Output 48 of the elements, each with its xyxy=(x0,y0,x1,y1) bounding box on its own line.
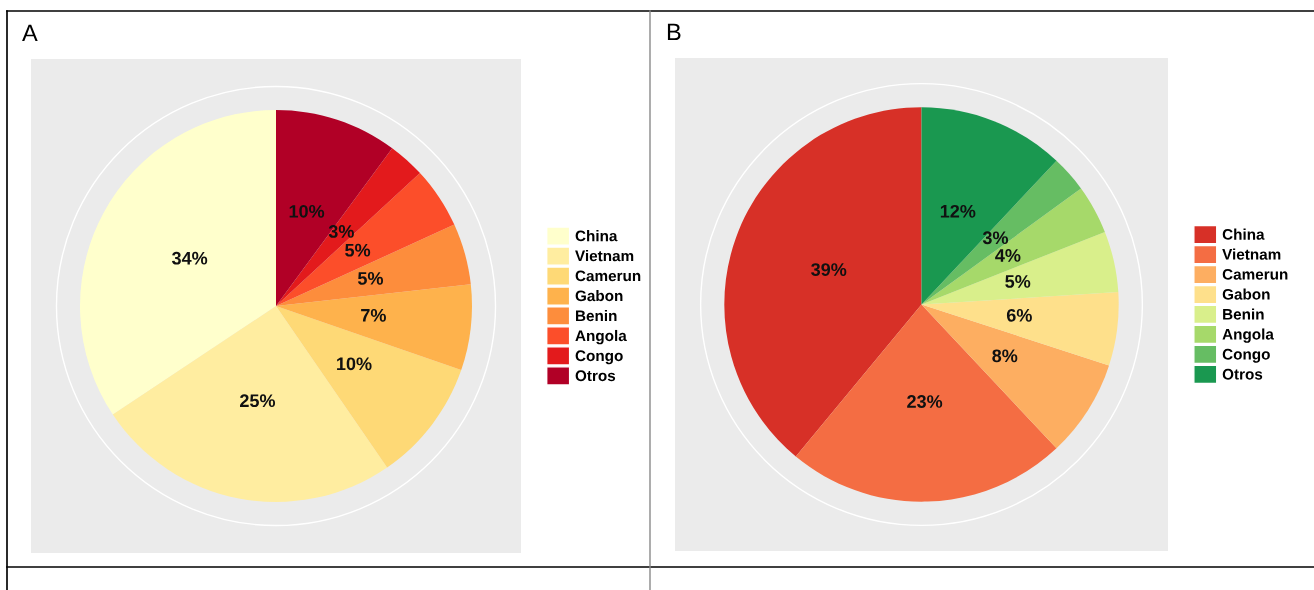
data-label: 5% xyxy=(1005,275,1031,288)
pie-slice xyxy=(276,173,455,306)
pie-slice xyxy=(921,231,1119,305)
pie-slice xyxy=(921,188,1105,305)
data-label: 3% xyxy=(328,225,354,238)
data-label: 10% xyxy=(337,357,372,371)
pie-slice xyxy=(921,292,1119,366)
data-label: 5% xyxy=(345,243,371,257)
data-label: 5% xyxy=(357,271,384,285)
data-label: 39% xyxy=(811,263,847,276)
data-label: 8% xyxy=(992,349,1018,363)
data-label: 10% xyxy=(289,204,325,218)
legend-label: China xyxy=(575,230,618,242)
legend-label: Camerun xyxy=(575,270,641,282)
legend-label: Otros xyxy=(575,370,616,382)
data-label: 34% xyxy=(171,251,208,265)
legend-label: Gabon xyxy=(1222,288,1270,300)
data-label: 25% xyxy=(240,394,276,408)
data-label: 4% xyxy=(995,249,1021,262)
pie-slice xyxy=(276,284,472,371)
data-label: 12% xyxy=(940,204,976,218)
legend-label: Benin xyxy=(1223,308,1264,320)
pie-slice xyxy=(276,148,420,306)
legend-label: Angola xyxy=(575,329,627,345)
legend-label: Congo xyxy=(1222,348,1270,363)
chart-title: A xyxy=(22,24,38,42)
pie-slice xyxy=(80,110,276,415)
legend-label: Camerun xyxy=(1222,268,1288,280)
pie-slice xyxy=(921,160,1082,305)
legend-label: China xyxy=(1222,228,1265,240)
data-label: 23% xyxy=(907,395,943,408)
data-label: 7% xyxy=(361,308,386,322)
legend-label: Vietnam xyxy=(575,250,634,262)
pie-slice xyxy=(921,107,1057,305)
pie-slice xyxy=(112,306,388,502)
pie-slice xyxy=(276,110,393,306)
legend-label: Benin xyxy=(576,309,617,322)
legend-label: Angola xyxy=(1222,328,1274,343)
legend-label: Gabon xyxy=(575,290,623,302)
legend-label: Congo xyxy=(575,350,623,365)
legend-label: Vietnam xyxy=(1222,248,1281,260)
pie-slice xyxy=(795,304,1057,502)
pie-slice xyxy=(276,224,471,306)
data-label: 3% xyxy=(982,231,1009,245)
chart-title: B xyxy=(667,23,681,41)
legend-label: Otros xyxy=(1222,368,1263,380)
pie-slice xyxy=(276,306,462,468)
data-label: 6% xyxy=(1006,308,1032,322)
